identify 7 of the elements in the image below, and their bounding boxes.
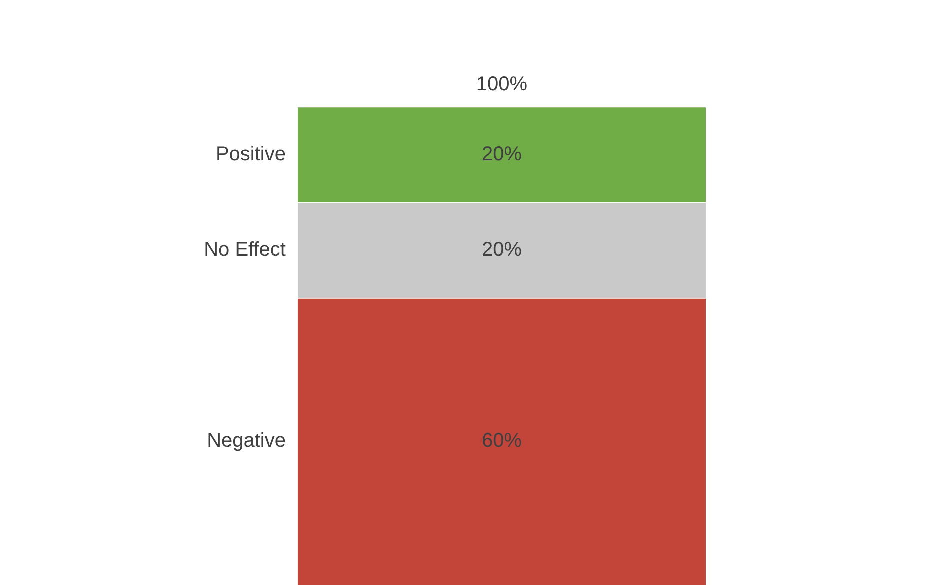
series-label: No Effect: [204, 238, 286, 261]
total-label: 100%: [476, 74, 528, 96]
data-label: 20%: [482, 143, 522, 166]
series-label: Negative: [207, 430, 286, 452]
data-label: 20%: [482, 238, 522, 261]
series-label: Positive: [216, 143, 286, 166]
data-label: 60%: [482, 430, 522, 452]
